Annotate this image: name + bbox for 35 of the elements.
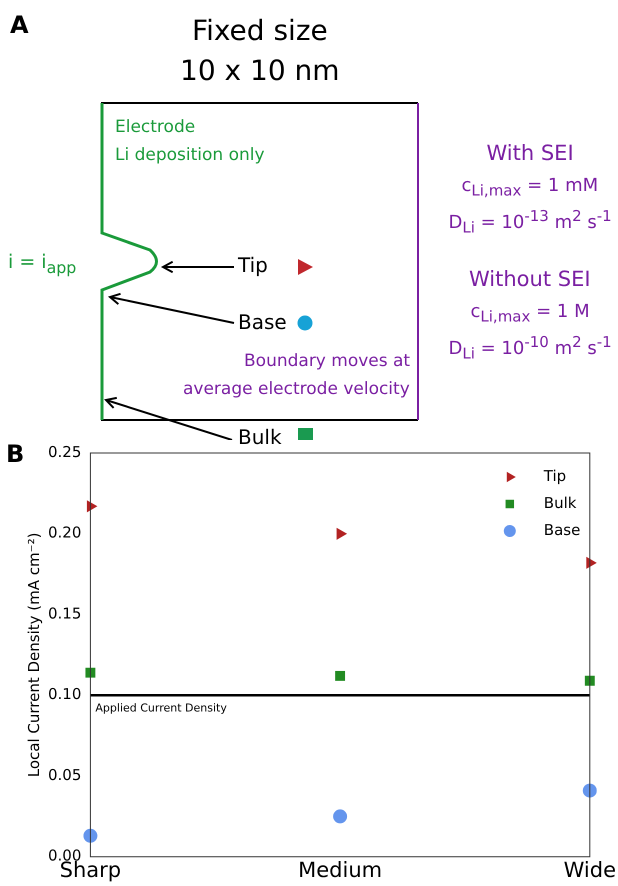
ref-line-label: Applied Current Density [95,702,228,715]
text: i = i$_{app}$ [8,251,76,277]
point [582,784,597,798]
y-tick-label: 0.20 [48,524,82,542]
text: Base [238,310,287,334]
point [85,668,96,678]
y-tick-label: 0.10 [48,685,82,704]
chart-title: B [6,440,24,468]
text: Tip [238,253,268,277]
legend-label: Tip [542,466,566,485]
point [333,809,348,824]
text: c$_{Li,max}$ = 1 mM [462,175,598,200]
text: average electrode velocity [183,379,410,399]
y-tick-label: 0.15 [48,604,82,622]
text: Li deposition only [115,145,265,165]
point [335,670,346,681]
legend-label: Base [544,520,580,539]
text: Fixed size [192,14,328,47]
text: Bulk [238,425,282,449]
text: Electrode [115,117,196,137]
x-tick-label: Wide [564,858,616,882]
y-tick-label: 0.05 [48,766,82,784]
text: D$_{Li}$ = 10$^{-10}$ m$^{2}$ s$^{-1}$ [448,333,612,363]
y-axis-title: Local Current Density (mA cm⁻²) [24,532,43,778]
text: A [10,11,29,39]
text: c$_{Li,max}$ = 1 M [470,301,590,326]
y-tick-label: 0.25 [48,442,82,461]
text: With SEI [486,141,574,166]
x-tick-label: Medium [298,858,382,882]
text: Boundary moves at [244,351,410,371]
legend-label: Bulk [544,494,577,512]
point [83,828,98,843]
text: Without SEI [469,267,591,292]
text: D$_{Li}$ = 10$^{-13}$ m$^{2}$ s$^{-1}$ [448,207,612,237]
text: 10 x 10 nm [180,54,340,87]
